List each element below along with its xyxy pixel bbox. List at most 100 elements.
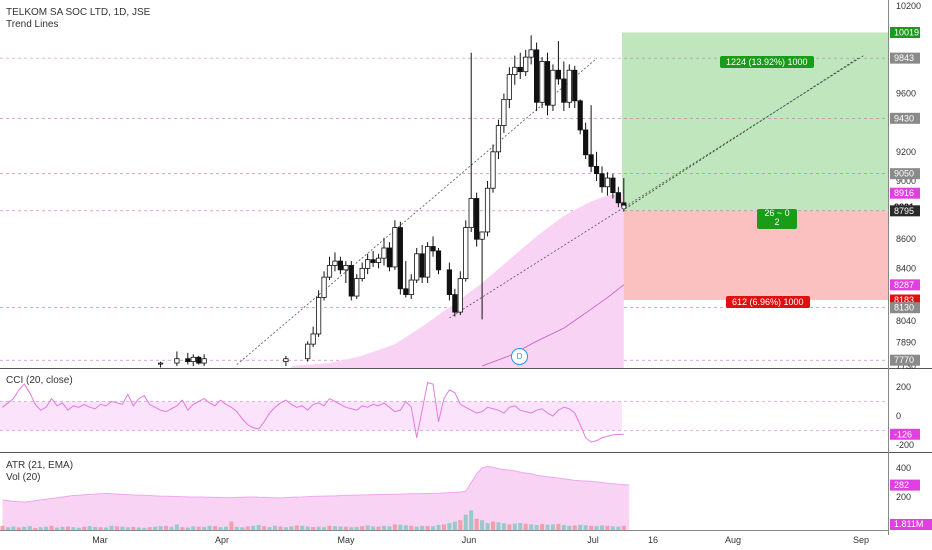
volume-bar [409,525,414,530]
candle-body [419,253,425,278]
candle [452,288,458,317]
candle [490,144,496,193]
candle-body [305,343,311,360]
candle-body [190,356,196,363]
volume-bar [76,527,81,530]
cci-band [0,401,622,431]
volume-bar [229,521,234,530]
atr-value-label: 282 [894,480,909,490]
x-axis-label: 16 [648,535,658,545]
candle [174,351,180,366]
volume-bar [256,524,261,530]
price-tag-label: 8916 [894,188,914,198]
volume-bar [354,526,359,530]
volume-bar [534,524,539,530]
price-tag-label: 8130 [894,303,914,313]
candle [370,250,376,267]
candle [599,166,605,193]
price-tag-label: 9050 [894,169,914,179]
candle [583,122,589,160]
atr-label[interactable]: ATR (21, EMA) [6,460,74,471]
price-tick-label: 8600 [896,234,916,244]
candle-body [157,362,164,365]
candle-body [583,129,589,156]
volume-bar [387,526,392,530]
volume-bar [589,525,594,530]
candle-body [517,66,523,73]
volume-bar [16,527,21,530]
stop-label[interactable]: 612 (6.96%) 1000 [726,296,810,308]
candle [315,290,322,337]
candle [365,253,371,275]
atr-tick-label: 200 [896,492,911,502]
candle-body [337,260,344,271]
candle [201,354,207,366]
volume-value-tag [890,519,932,530]
volume-bar [474,518,479,530]
candle [185,352,191,365]
cci-tick-label: -200 [896,440,914,450]
price-tick-label: 7890 [896,338,916,348]
candle [550,64,556,112]
vol-label[interactable]: Vol (20) [6,472,41,483]
cci-label[interactable]: CCI (20, close) [6,375,73,386]
price-tag-bg [890,205,920,217]
candle [517,52,523,79]
volume-bar [371,526,376,530]
price-tick-label: 9200 [896,147,916,157]
volume-bar [300,525,305,530]
candle [501,93,507,133]
risk-reward-line2: 2 [774,217,780,227]
volume-bar [540,524,545,530]
dividend-marker-icon[interactable]: D [511,348,528,365]
volume-bar [191,526,196,530]
volume-bar [343,526,348,530]
volume-bar [71,527,76,530]
candle-body [457,278,463,313]
candle-body [506,74,512,100]
candle-body [484,187,491,233]
candle-body [392,227,398,268]
target-label[interactable]: 1224 (13.92%) 1000 [720,56,814,68]
candle-body [196,356,202,364]
candle-body [424,246,431,278]
volume-bar [251,525,256,530]
candle-body [512,66,518,76]
price-tag-label: 8795 [894,206,914,216]
volume-bar [469,510,474,530]
candle-body [414,253,420,281]
volume-bar [501,523,506,530]
volume-bar [572,525,577,530]
volume-bar [545,524,550,530]
volume-bar [332,526,337,530]
volume-bar [114,526,119,530]
volume-bar [616,526,621,530]
volume-bar [202,526,207,530]
risk-reward-box[interactable]: 26 ~ 0 2 [757,209,797,229]
candle [332,252,338,272]
candle [310,326,316,348]
candle-body [615,192,621,204]
volume-bar [518,523,523,530]
candle [528,35,534,65]
candle [305,341,311,362]
candle [321,271,327,301]
candle-body [403,288,409,296]
candle [348,261,354,301]
atr-tick-label: 400 [896,463,911,473]
candle-body [593,165,600,175]
volume-bar [578,524,583,530]
x-axis-label: Sep [853,535,869,545]
candle-body [381,247,387,259]
volume-bar [523,523,528,530]
volume-bar [44,526,49,530]
trend-lines-label[interactable]: Trend Lines [6,19,59,30]
price-tag-bg [890,26,920,38]
volume-bar [93,526,98,530]
volume-bar [60,526,65,530]
volume-bar [311,526,316,530]
candle-body [185,358,191,363]
candle [430,236,436,257]
volume-bar [605,525,610,530]
